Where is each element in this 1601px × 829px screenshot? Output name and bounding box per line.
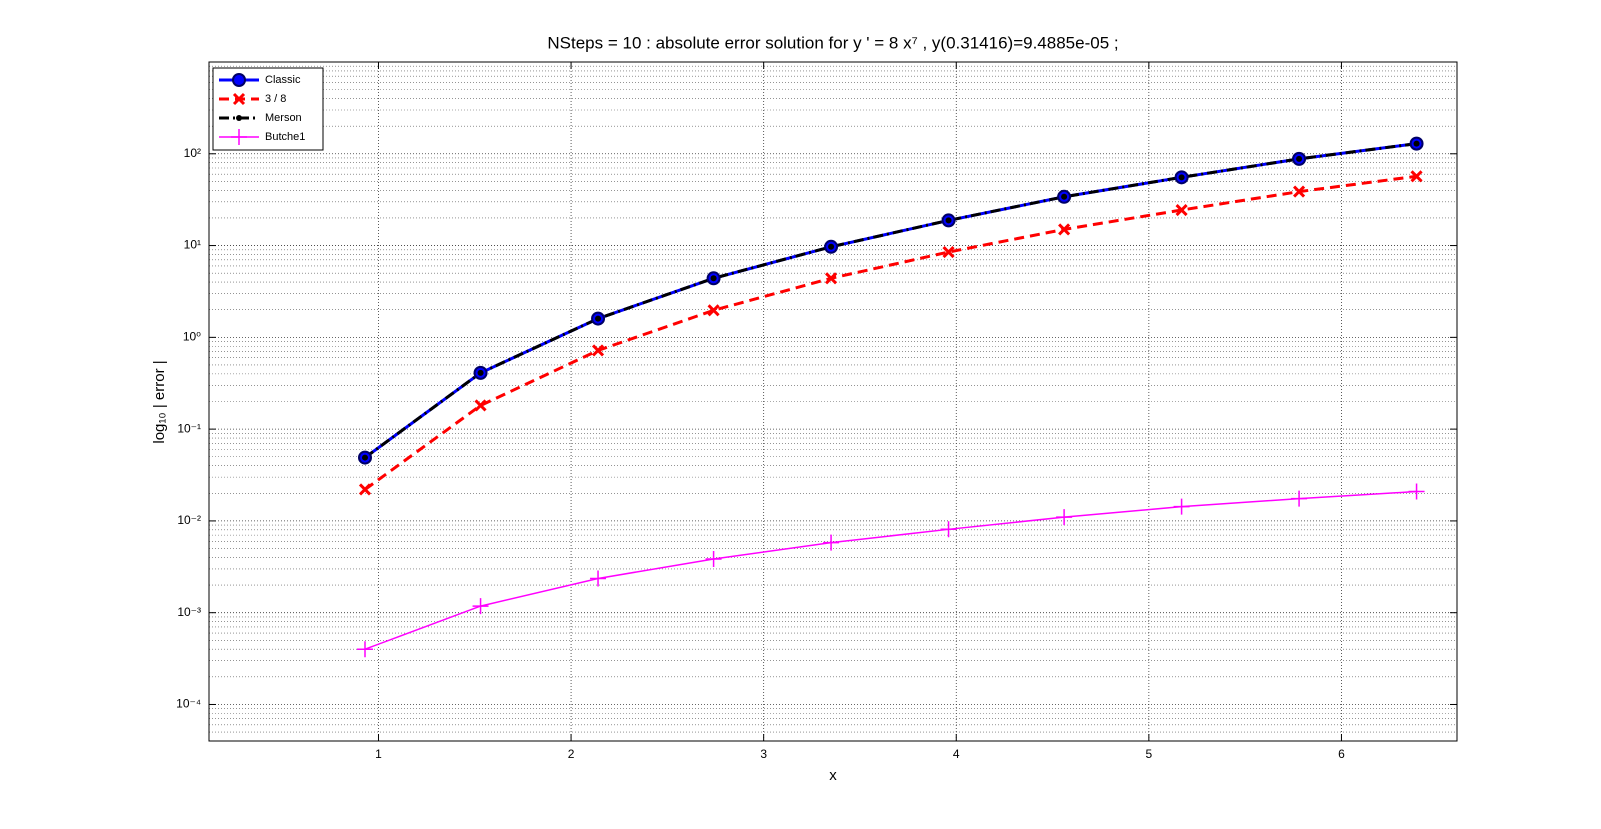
marker: [1296, 155, 1303, 162]
marker: [358, 483, 372, 496]
series-line: [364, 174, 1417, 491]
y-tick-label: 10⁻¹: [177, 421, 201, 435]
legend-marker: [232, 73, 246, 87]
x-axis-label: x: [829, 767, 837, 784]
marker: [474, 399, 487, 412]
y-tick-label: 10⁻³: [177, 605, 201, 619]
legend-label: 3 / 8: [265, 93, 286, 105]
marker: [591, 344, 605, 357]
y-tick-label: 10⁻²: [177, 513, 201, 527]
marker: [357, 641, 373, 658]
x-tick-label: 5: [1146, 747, 1153, 761]
marker: [823, 534, 840, 551]
x-tick-label: 6: [1338, 747, 1345, 761]
marker: [707, 304, 720, 317]
marker: [1410, 170, 1423, 183]
marker: [362, 454, 368, 461]
y-tick-label: 10⁻⁴: [176, 697, 201, 711]
y-tick-label: 10⁰: [183, 330, 201, 344]
marker: [472, 598, 489, 615]
series-line: [364, 490, 1417, 650]
legend-marker: [232, 92, 246, 106]
x-tick-label: 1: [375, 747, 382, 761]
marker: [942, 245, 955, 259]
marker: [477, 369, 484, 376]
marker: [940, 521, 957, 538]
legend-label: Butche1: [265, 131, 305, 143]
legend-marker: [231, 129, 247, 145]
x-tick-label: 3: [760, 747, 767, 761]
legend: Classic 3 / 8 Merson Butche1: [212, 67, 324, 151]
marker: [590, 570, 607, 587]
series-line: [364, 142, 1417, 459]
chart-title: NSteps = 10 : absolute error solution fo…: [547, 33, 1118, 52]
marker: [1413, 140, 1420, 147]
marker: [1175, 203, 1188, 217]
marker: [1061, 193, 1068, 200]
marker: [710, 275, 717, 282]
marker: [705, 550, 722, 567]
marker: [1056, 509, 1073, 526]
marker: [1291, 490, 1308, 507]
marker: [1293, 185, 1306, 198]
legend-label: Classic: [265, 74, 301, 86]
marker: [1408, 483, 1425, 500]
marker: [1173, 498, 1190, 515]
marker: [1178, 174, 1185, 181]
y-tick-label: 10²: [184, 146, 201, 160]
legend-marker: [236, 115, 242, 121]
x-tick-label: 2: [568, 747, 575, 761]
y-axis-label: log₁₀ | error |: [151, 360, 168, 443]
marker: [945, 217, 952, 224]
y-tick-label: 10¹: [184, 238, 201, 252]
marker: [595, 315, 602, 322]
marker: [828, 243, 835, 250]
x-tick-label: 4: [953, 747, 960, 761]
marker: [1058, 223, 1071, 236]
legend-label: Merson: [265, 112, 302, 124]
plot-frame: [208, 61, 1458, 742]
marker: [825, 272, 838, 285]
